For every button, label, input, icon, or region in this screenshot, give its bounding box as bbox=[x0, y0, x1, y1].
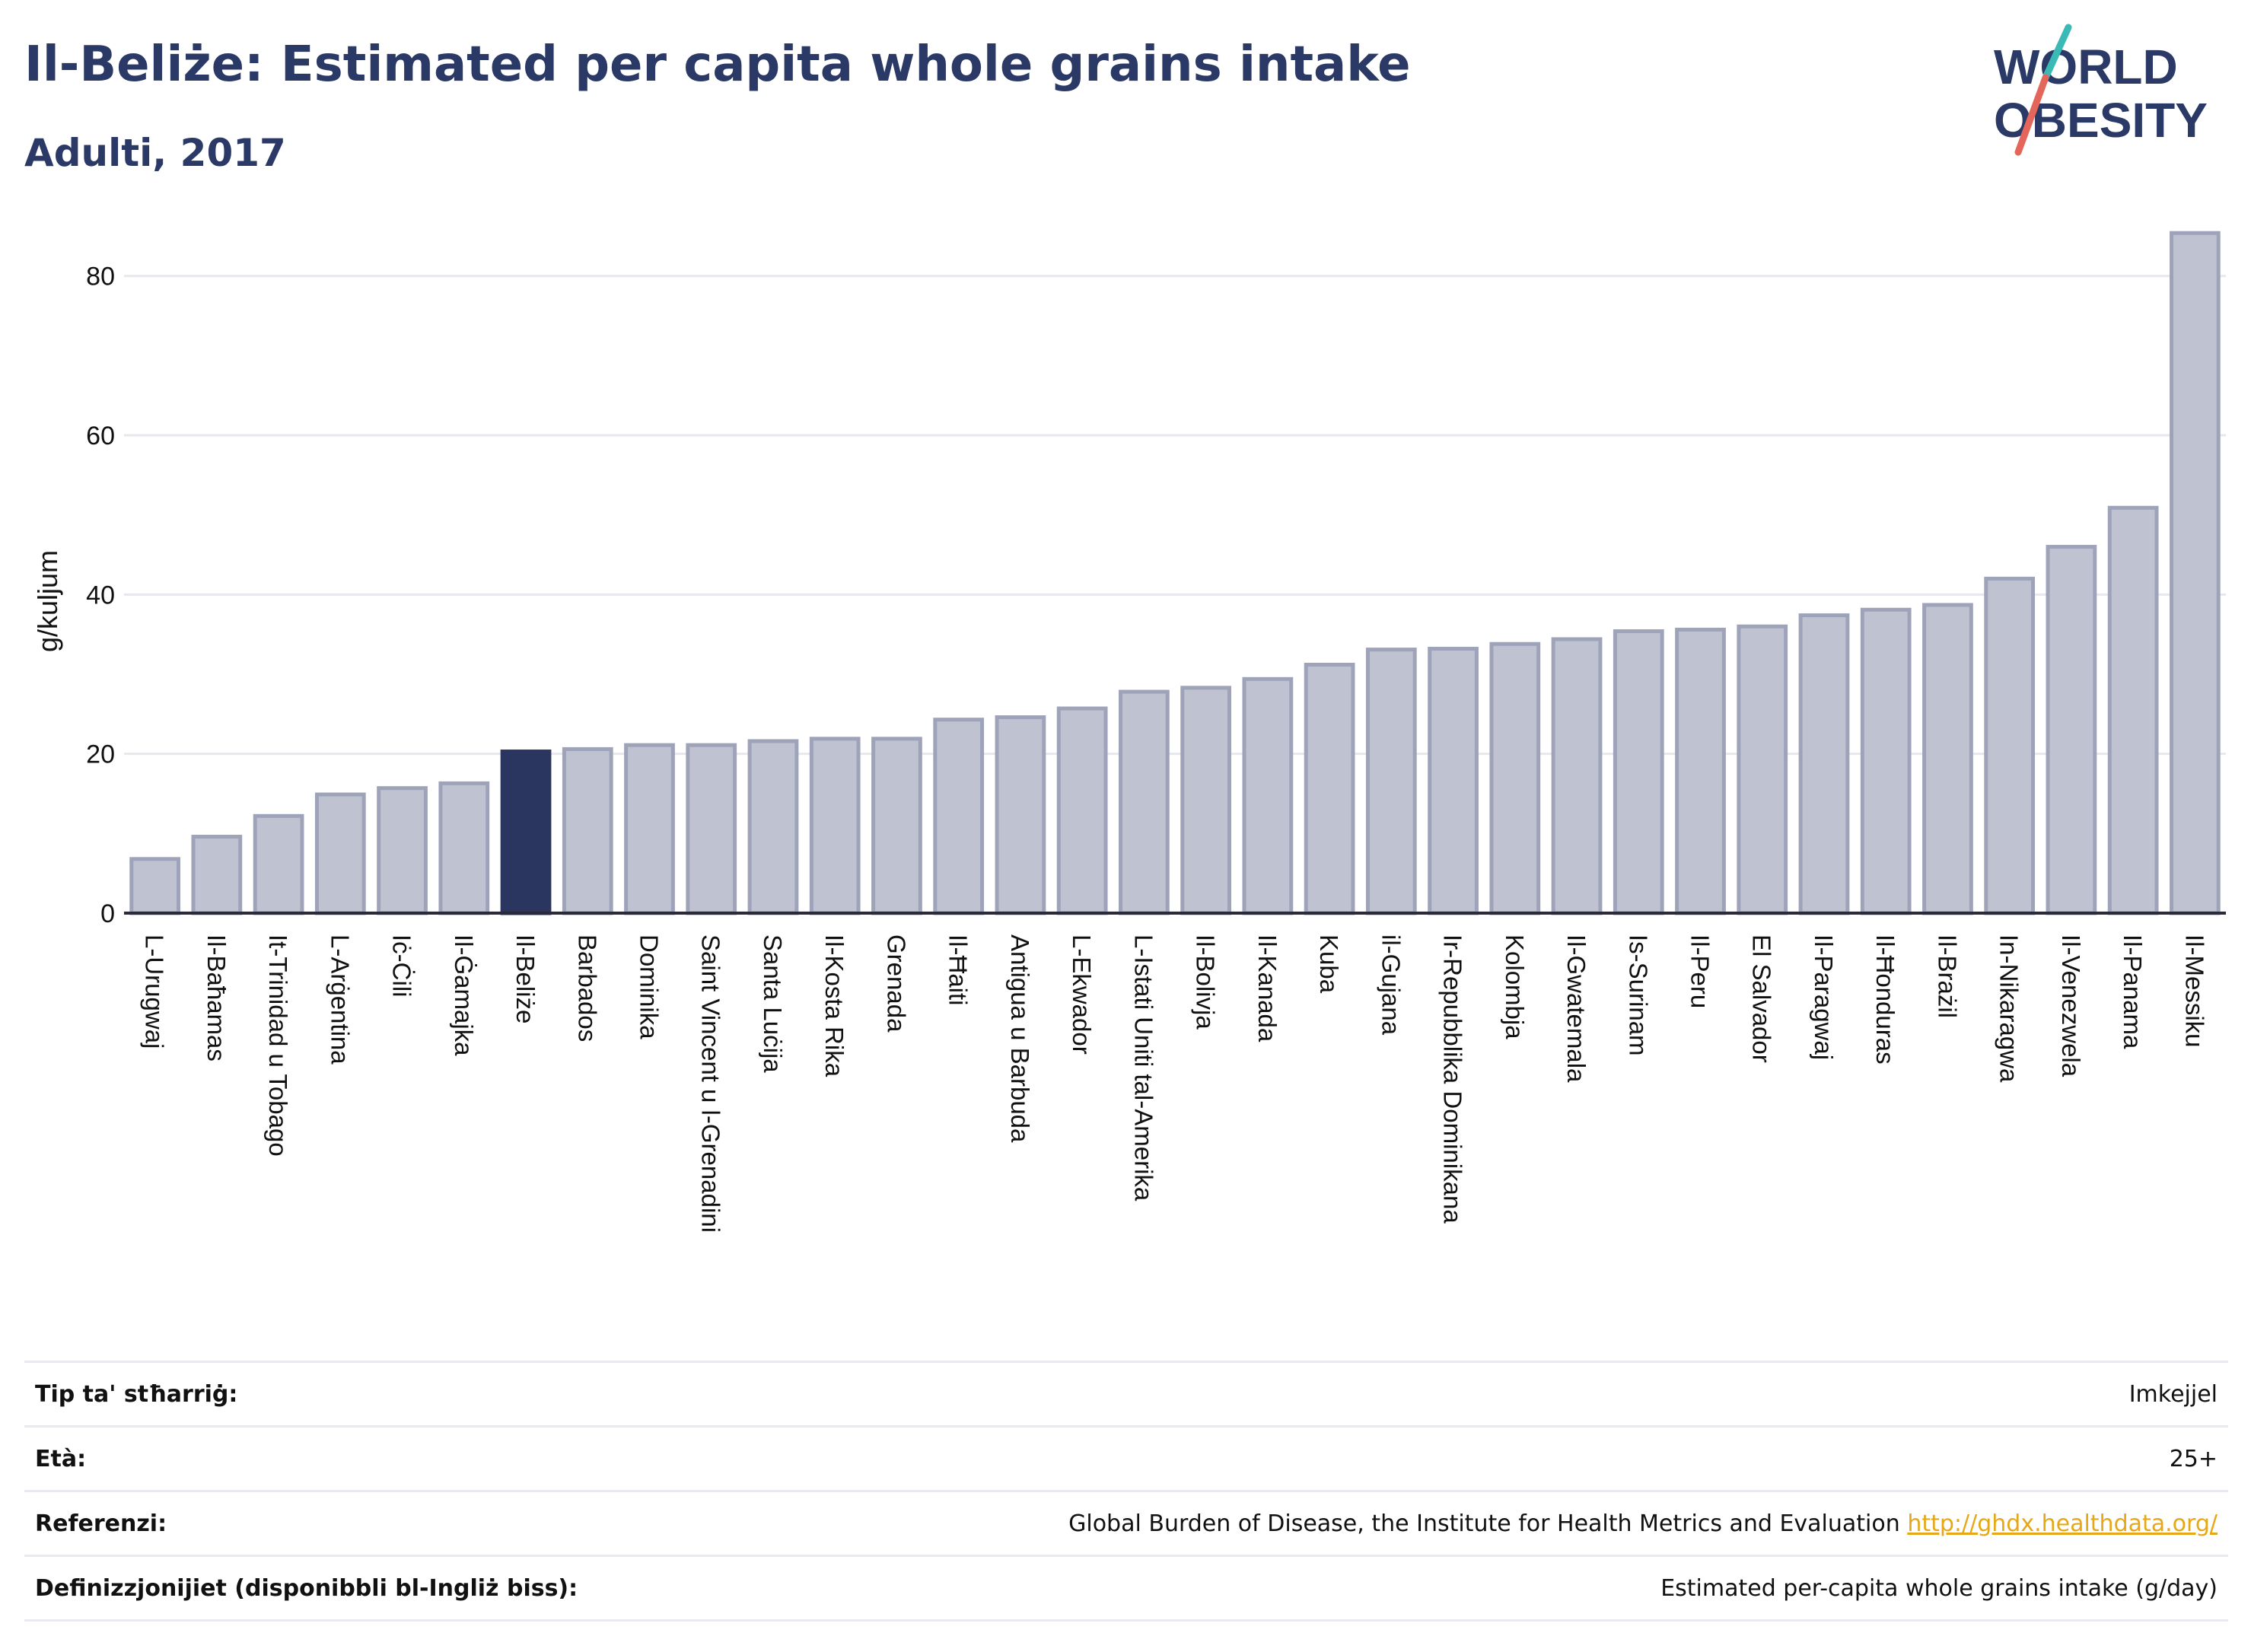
info-table: Tip ta' stħarriġ: Imkejjel Età: 25+ Refe… bbox=[24, 1361, 2228, 1622]
bar-layer bbox=[129, 231, 2221, 915]
chart-subtitle: Adulti, 2017 bbox=[24, 131, 286, 175]
x-tick-label: Il-Beliże bbox=[511, 934, 540, 1023]
y-tick-label: 40 bbox=[86, 581, 115, 610]
bar-chart: 0 20 40 60 80 L-Urugwaj Il-Baħamas It-Trinidad … bbox=[32, 231, 2226, 1233]
x-tick-label: Dominika bbox=[635, 934, 664, 1039]
info-value: Estimated per-capita whole grains intake… bbox=[1660, 1574, 2218, 1602]
bar[interactable] bbox=[1984, 576, 2036, 915]
info-value: 25+ bbox=[2169, 1445, 2218, 1472]
x-tick-label: Kuba bbox=[1315, 934, 1343, 994]
x-tick-label: Il-Gwatemala bbox=[1562, 934, 1590, 1083]
x-tick-label: L-Istati Uniti tal-Amerika bbox=[1129, 934, 1157, 1202]
info-row-definitions: Definizzjonijiet (disponibbli bl-Ingliż … bbox=[24, 1555, 2228, 1622]
x-tick-label: L-Urugwaj bbox=[141, 934, 169, 1049]
x-tick-label: Il-Peru bbox=[1686, 934, 1715, 1008]
bar[interactable] bbox=[129, 857, 180, 915]
bar[interactable] bbox=[1613, 629, 1664, 915]
x-tick-label: il-Gujana bbox=[1377, 934, 1405, 1036]
bar[interactable] bbox=[1242, 676, 1294, 915]
info-label: Definizzjonijiet (disponibbli bl-Ingliż … bbox=[35, 1574, 578, 1602]
info-value-reference: Global Burden of Disease, the Institute … bbox=[1068, 1510, 2228, 1537]
bar[interactable] bbox=[1922, 603, 1973, 915]
reference-text: Global Burden of Disease, the Institute … bbox=[1068, 1510, 1900, 1537]
bar[interactable] bbox=[871, 737, 922, 915]
info-label: Tip ta' stħarriġ: bbox=[35, 1380, 238, 1408]
x-tick-label: Grenada bbox=[882, 934, 910, 1033]
bar[interactable] bbox=[191, 835, 243, 915]
bar[interactable] bbox=[1551, 637, 1603, 915]
bar[interactable] bbox=[1304, 662, 1355, 915]
y-tick-label: 0 bbox=[100, 899, 115, 928]
info-label: Referenzi: bbox=[35, 1510, 167, 1537]
bar[interactable] bbox=[1675, 627, 1726, 915]
bar[interactable] bbox=[1365, 648, 1417, 915]
x-tick-label: Il-Kosta Rika bbox=[820, 934, 849, 1077]
bar[interactable] bbox=[1737, 624, 1788, 915]
bar[interactable] bbox=[933, 718, 985, 915]
x-tick-label: Il-Messiku bbox=[2180, 934, 2208, 1048]
y-tick-label: 80 bbox=[86, 263, 115, 291]
bar[interactable] bbox=[377, 786, 428, 915]
x-tick-label: Il-Ġamajka bbox=[450, 934, 478, 1056]
x-tick-label: Il-Kanada bbox=[1253, 934, 1282, 1042]
x-tick-label: Il-Ħaiti bbox=[944, 934, 973, 1006]
y-tick-label: 20 bbox=[86, 740, 115, 769]
chart-title: Il-Beliże: Estimated per capita whole gr… bbox=[24, 37, 1411, 93]
y-tick-label: 60 bbox=[86, 422, 115, 450]
x-tick-label: Il-Baħamas bbox=[202, 934, 231, 1062]
bar[interactable] bbox=[562, 746, 613, 915]
x-tick-label: Il-Paragwaj bbox=[1810, 934, 1838, 1060]
info-row-survey-type: Tip ta' stħarriġ: Imkejjel bbox=[24, 1361, 2228, 1425]
x-tick-label: Il-Brażil bbox=[1933, 934, 1961, 1018]
bar[interactable] bbox=[686, 743, 737, 915]
logo-slash-teal bbox=[2042, 24, 2072, 81]
bar[interactable] bbox=[2107, 505, 2159, 915]
x-tick-label: El Salvador bbox=[1748, 934, 1776, 1063]
world-obesity-logo: WORLD OBESITY bbox=[1994, 24, 2208, 156]
bar[interactable] bbox=[747, 739, 799, 915]
bar[interactable] bbox=[1119, 689, 1170, 915]
x-tick-label: Ir-Repubblika Dominikana bbox=[1439, 934, 1467, 1224]
bar[interactable] bbox=[809, 737, 861, 915]
bar[interactable] bbox=[995, 715, 1046, 915]
x-tick-label: Is-Surinam bbox=[1624, 934, 1652, 1056]
bar[interactable] bbox=[1798, 613, 1850, 915]
info-label: Età: bbox=[35, 1445, 87, 1472]
info-row-references: Referenzi: Global Burden of Disease, the… bbox=[24, 1490, 2228, 1555]
bar[interactable] bbox=[624, 743, 675, 915]
bar[interactable] bbox=[2170, 231, 2221, 915]
x-tick-label: Santa Luċija bbox=[759, 934, 787, 1073]
x-tick-label: Saint Vincent u l-Grenadini bbox=[697, 934, 725, 1233]
bar[interactable] bbox=[1056, 706, 1108, 915]
x-tick-label: Il-Bolivja bbox=[1192, 934, 1220, 1030]
x-tick-label: Iċ-Ċili bbox=[388, 934, 416, 997]
bar-highlight[interactable] bbox=[500, 750, 552, 915]
bar[interactable] bbox=[1180, 686, 1231, 915]
reference-link[interactable]: http://ghdx.healthdata.org/ bbox=[1907, 1510, 2218, 1537]
bar[interactable] bbox=[2046, 545, 2097, 915]
bar[interactable] bbox=[253, 813, 304, 915]
info-value: Imkejjel bbox=[2128, 1380, 2218, 1408]
bar[interactable] bbox=[1860, 607, 1912, 915]
y-axis-label: g/kuljum bbox=[32, 550, 63, 652]
info-row-age: Età: 25+ bbox=[24, 1425, 2228, 1490]
x-tick-label: It-Trinidad u Tobago bbox=[264, 934, 292, 1157]
bar[interactable] bbox=[438, 781, 490, 915]
x-tick-label: Il-Panama bbox=[2119, 934, 2147, 1049]
x-tick-label: Kolombja bbox=[1501, 934, 1529, 1039]
x-tick-label: Il-Ħonduras bbox=[1871, 934, 1899, 1065]
x-tick-label: In-Nikaragwa bbox=[1995, 934, 2023, 1083]
logo-line1: WORLD bbox=[1994, 40, 2178, 94]
bar[interactable] bbox=[1489, 641, 1541, 915]
x-tick-label: L-Ekwador bbox=[1068, 934, 1096, 1055]
bar[interactable] bbox=[314, 792, 366, 915]
axis-layer: 0 20 40 60 80 L-Urugwaj Il-Baħamas It-Trinidad … bbox=[86, 263, 2226, 1233]
x-tick-label: Barbados bbox=[573, 934, 601, 1042]
x-tick-label: L-Arġentina bbox=[326, 934, 354, 1065]
x-tick-label: Il-Venezwela bbox=[2057, 934, 2085, 1077]
logo-slash-red bbox=[2014, 74, 2049, 156]
x-tick-label: Antigua u Barbuda bbox=[1006, 934, 1034, 1143]
bar[interactable] bbox=[1428, 647, 1479, 915]
